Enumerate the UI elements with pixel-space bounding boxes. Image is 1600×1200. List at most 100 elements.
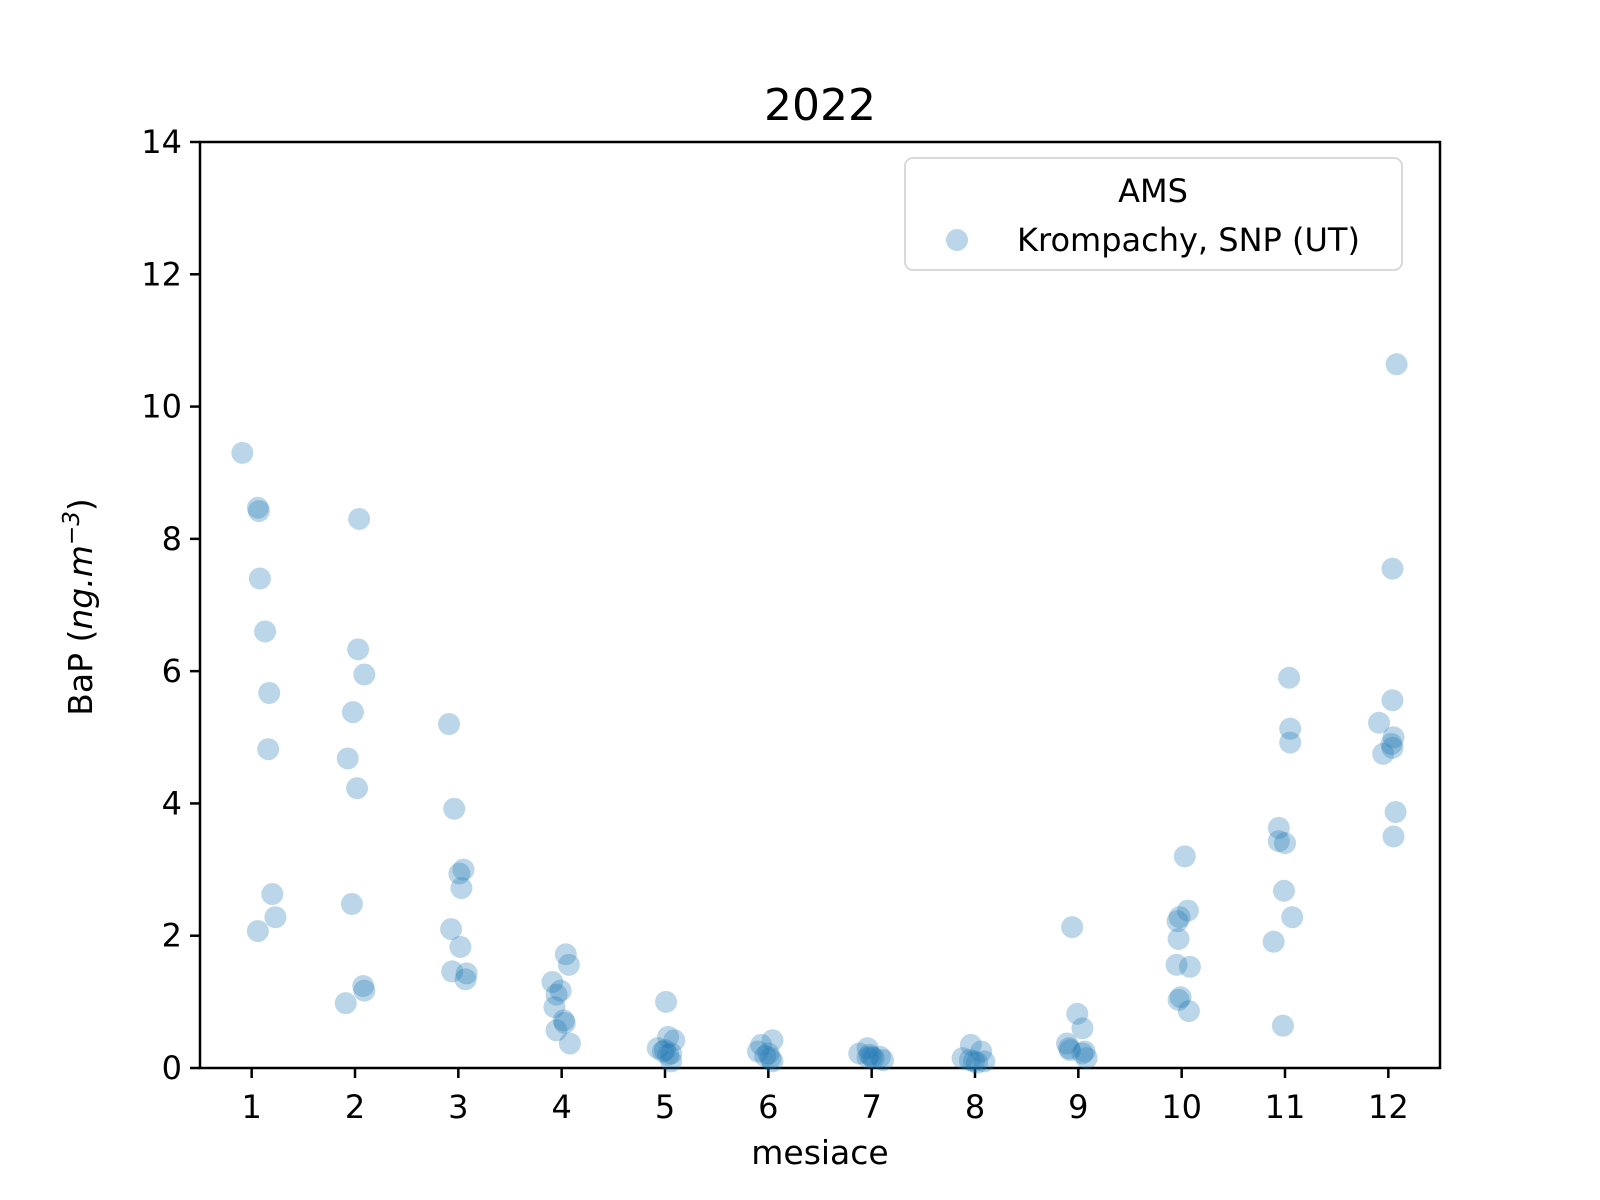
legend: AMS Krompachy, SNP (UT) <box>904 157 1403 271</box>
data-point <box>1071 1042 1094 1065</box>
data-point <box>747 1040 769 1063</box>
data-point <box>1066 1002 1089 1025</box>
data-point <box>973 1050 996 1073</box>
data-point <box>448 862 471 885</box>
y-tick-label: 10 <box>141 388 182 426</box>
scatter-points <box>231 353 1408 1074</box>
data-point <box>951 1047 974 1070</box>
data-point <box>1166 910 1189 933</box>
data-point <box>1385 353 1408 376</box>
x-tick-label: 6 <box>758 1088 778 1126</box>
data-point <box>1071 1017 1094 1040</box>
data-point <box>1381 736 1404 759</box>
data-point <box>757 1042 780 1065</box>
data-point <box>1075 1047 1098 1070</box>
data-point <box>1281 906 1304 929</box>
x-tick-label: 11 <box>1265 1088 1306 1126</box>
data-point <box>438 713 461 736</box>
data-point <box>754 1045 777 1068</box>
data-point <box>1279 717 1302 740</box>
data-point <box>552 1009 575 1032</box>
data-point <box>848 1042 871 1065</box>
data-point <box>258 681 281 704</box>
data-point <box>334 992 357 1015</box>
data-point <box>261 883 284 906</box>
data-point <box>962 1050 985 1073</box>
x-tick-label: 5 <box>655 1088 675 1126</box>
data-point <box>1169 986 1192 1009</box>
y-tick-label: 8 <box>162 520 182 558</box>
data-point <box>1279 731 1302 754</box>
y-axis-label: BaP (ng.m−3) <box>59 498 100 716</box>
data-point <box>1055 1032 1078 1055</box>
data-point <box>759 1047 782 1070</box>
data-point <box>1061 916 1084 939</box>
data-point <box>1384 801 1407 824</box>
data-point <box>1274 832 1296 855</box>
data-point <box>1168 906 1191 929</box>
data-point <box>554 943 577 966</box>
x-tick-label: 3 <box>448 1088 468 1126</box>
data-point <box>257 738 280 761</box>
data-point <box>750 1033 773 1056</box>
data-point <box>454 968 477 991</box>
data-point <box>231 441 254 464</box>
data-point <box>1380 732 1403 755</box>
x-tick-label: 12 <box>1368 1088 1409 1126</box>
data-point <box>1272 879 1295 902</box>
plot-frame <box>198 140 1442 1070</box>
data-point <box>558 1032 581 1055</box>
data-point <box>1262 930 1285 953</box>
legend-title: AMS <box>1118 172 1188 210</box>
y-tick-label: 12 <box>141 255 182 293</box>
data-point <box>541 971 564 994</box>
data-point <box>440 918 463 941</box>
data-point <box>1368 711 1391 734</box>
data-point <box>958 1049 981 1072</box>
data-point <box>959 1033 982 1056</box>
data-point <box>1278 666 1301 689</box>
x-tick-label: 2 <box>345 1088 365 1126</box>
data-point <box>970 1040 993 1063</box>
data-point <box>856 1037 879 1060</box>
data-point <box>352 974 375 997</box>
data-point <box>1177 1000 1200 1023</box>
data-point <box>1267 816 1290 839</box>
y-axis-label-exponent: −3 <box>59 511 85 545</box>
data-point <box>646 1037 669 1060</box>
data-point <box>1173 845 1196 868</box>
data-point <box>1167 928 1190 951</box>
data-point <box>872 1049 895 1072</box>
data-point <box>761 1029 784 1052</box>
data-point <box>449 935 472 958</box>
data-point <box>655 990 678 1013</box>
data-point <box>663 1029 686 1052</box>
data-point <box>1382 825 1405 848</box>
legend-marker-icon <box>946 229 968 251</box>
data-point <box>543 996 566 1019</box>
data-point <box>862 1047 885 1070</box>
data-point <box>966 1051 989 1074</box>
y-tick-label: 2 <box>162 917 182 955</box>
data-point <box>1271 1014 1294 1037</box>
data-point <box>247 500 270 523</box>
data-point <box>248 567 271 590</box>
y-tick-label: 0 <box>162 1049 182 1087</box>
legend-box <box>904 157 1403 271</box>
data-point <box>1381 557 1404 580</box>
legend-entry-label: Krompachy, SNP (UT) <box>1017 221 1360 259</box>
data-point <box>441 960 464 983</box>
data-point <box>336 747 359 770</box>
data-point <box>657 1025 680 1048</box>
data-point <box>1165 953 1188 976</box>
data-point <box>868 1045 891 1068</box>
y-axis-ticks: 0 2 4 6 8 10 12 14 <box>141 123 200 1087</box>
data-point <box>443 797 466 820</box>
data-point <box>1176 899 1199 922</box>
x-tick-label: 8 <box>965 1088 985 1126</box>
x-tick-label: 7 <box>861 1088 881 1126</box>
data-point <box>1058 1037 1081 1060</box>
data-point <box>340 892 363 915</box>
